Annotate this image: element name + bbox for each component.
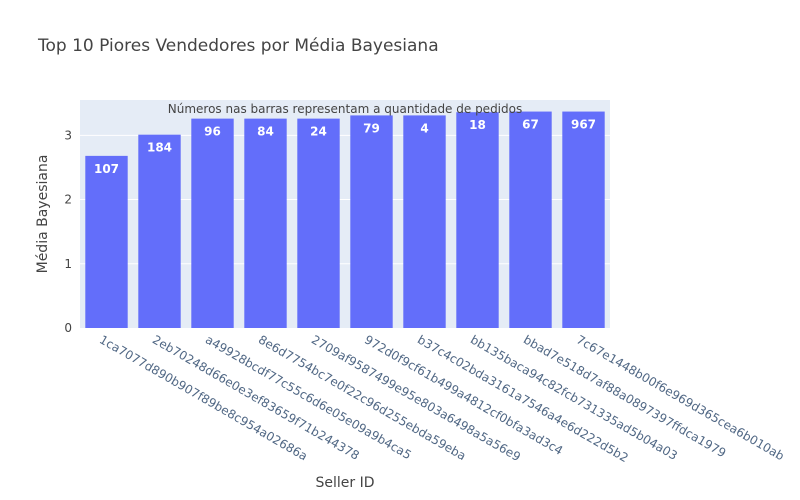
bar-label: 96 [204, 125, 221, 139]
bar-label: 84 [257, 125, 274, 139]
bar[interactable] [403, 115, 446, 328]
bar[interactable] [456, 112, 499, 328]
bars [85, 111, 605, 328]
x-axis-title: Seller ID [315, 475, 374, 491]
bar[interactable] [244, 118, 287, 328]
bar[interactable] [85, 155, 128, 328]
y-axis-title: Média Bayesiana [35, 155, 51, 274]
chart-annotation: Números nas barras representam a quantid… [168, 102, 522, 116]
bar[interactable] [191, 118, 234, 328]
y-tick-label: 1 [64, 257, 72, 271]
chart-title: Top 10 Piores Vendedores por Média Bayes… [37, 36, 439, 56]
bar-label: 184 [147, 141, 172, 155]
bar-label: 967 [571, 118, 596, 132]
bar[interactable] [562, 111, 605, 328]
bar[interactable] [350, 115, 393, 328]
y-axis-ticks: 0 1 2 3 [64, 128, 72, 335]
bar-labels: 107 184 96 84 24 79 4 18 67 967 [94, 118, 596, 176]
x-axis-ticks: 1ca7077d890b907f89be8c954a02686a2eb70248… [97, 332, 787, 465]
y-tick-label: 2 [64, 193, 72, 207]
bar-label: 67 [522, 118, 539, 132]
y-tick-label: 0 [64, 321, 72, 335]
bar-label: 4 [420, 121, 428, 135]
bar-label: 79 [363, 121, 380, 135]
bar-label: 18 [469, 118, 486, 132]
bar-label: 107 [94, 162, 119, 176]
bar[interactable] [509, 111, 552, 328]
bar-label: 24 [310, 125, 327, 139]
y-tick-label: 3 [64, 128, 72, 142]
bar[interactable] [297, 118, 340, 328]
bar[interactable] [138, 134, 181, 328]
